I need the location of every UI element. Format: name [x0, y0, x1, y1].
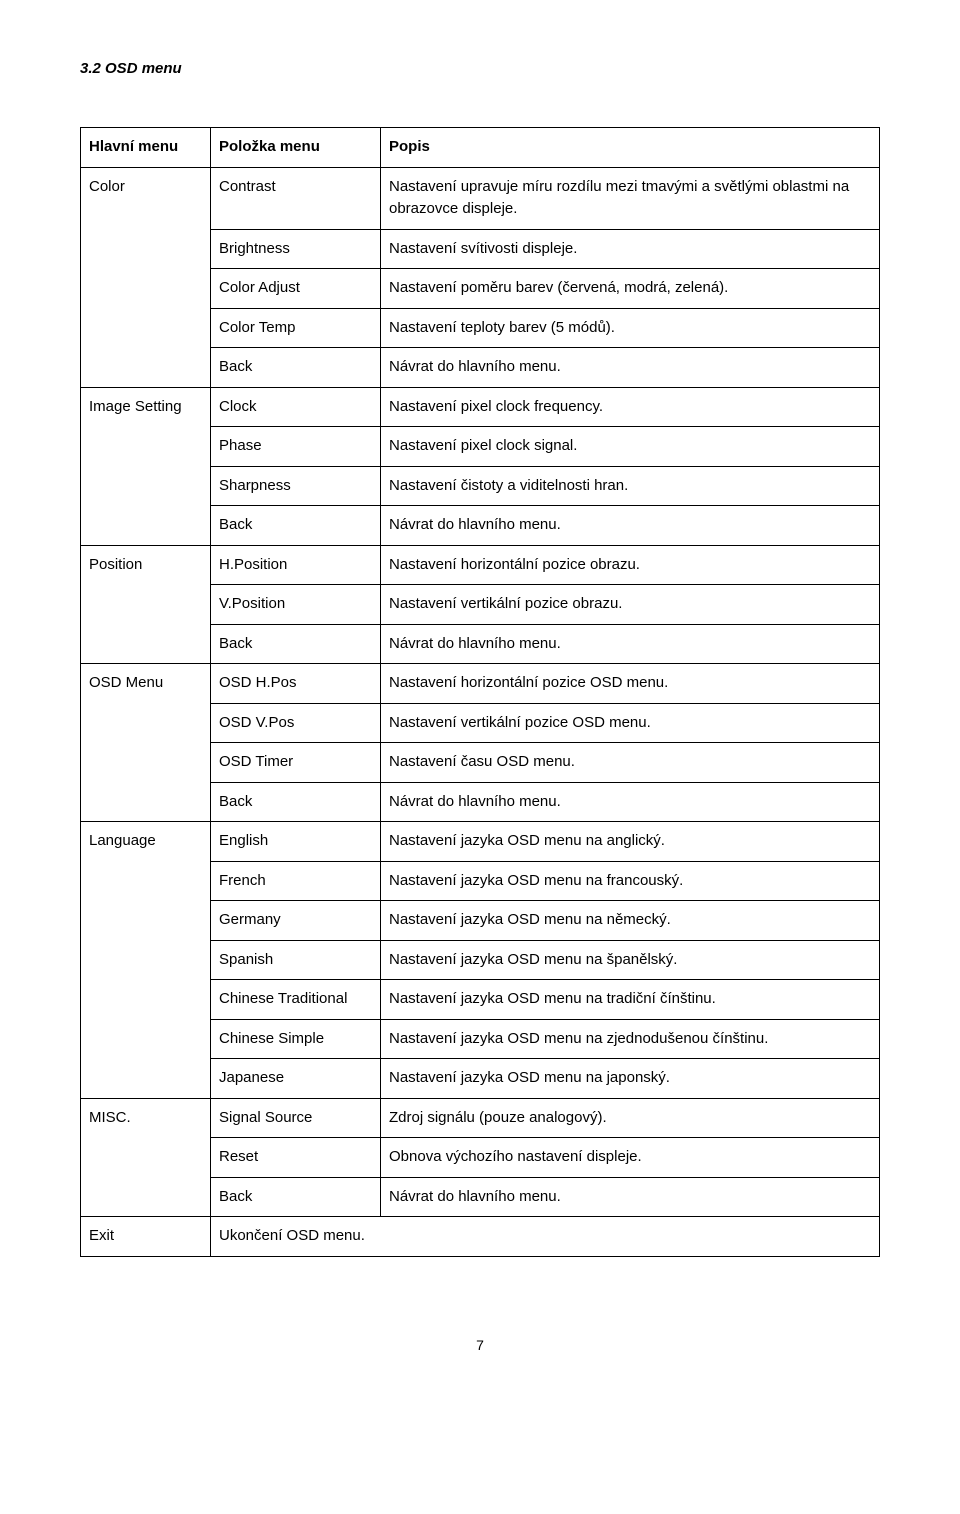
item-cell: Reset [211, 1138, 381, 1178]
table-row: LanguageEnglishNastavení jazyka OSD menu… [81, 822, 880, 862]
desc-cell: Návrat do hlavního menu. [381, 782, 880, 822]
main-menu-cell: MISC. [81, 1098, 211, 1217]
main-menu-cell: OSD Menu [81, 664, 211, 822]
main-menu-cell: Image Setting [81, 387, 211, 545]
desc-cell: Nastavení jazyka OSD menu na španělský. [381, 940, 880, 980]
desc-cell: Návrat do hlavního menu. [381, 624, 880, 664]
item-cell: Chinese Simple [211, 1019, 381, 1059]
desc-cell: Nastavení poměru barev (červená, modrá, … [381, 269, 880, 309]
item-cell: Brightness [211, 229, 381, 269]
header-item: Položka menu [211, 128, 381, 168]
table-header-row: Hlavní menu Položka menu Popis [81, 128, 880, 168]
desc-cell: Nastavení vertikální pozice obrazu. [381, 585, 880, 625]
item-cell: OSD H.Pos [211, 664, 381, 704]
desc-cell: Návrat do hlavního menu. [381, 348, 880, 388]
main-menu-cell: Color [81, 167, 211, 387]
item-cell: Color Temp [211, 308, 381, 348]
desc-cell: Nastavení svítivosti displeje. [381, 229, 880, 269]
item-cell: Germany [211, 901, 381, 941]
item-cell: English [211, 822, 381, 862]
item-cell: Signal Source [211, 1098, 381, 1138]
item-cell: Back [211, 624, 381, 664]
item-cell: OSD V.Pos [211, 703, 381, 743]
desc-cell: Nastavení čistoty a viditelnosti hran. [381, 466, 880, 506]
item-cell: Contrast [211, 167, 381, 229]
main-menu-cell: Position [81, 545, 211, 664]
desc-cell: Nastavení horizontální pozice obrazu. [381, 545, 880, 585]
item-cell: OSD Timer [211, 743, 381, 783]
table-row: PositionH.PositionNastavení horizontální… [81, 545, 880, 585]
item-cell: V.Position [211, 585, 381, 625]
main-menu-cell: Exit [81, 1217, 211, 1257]
desc-cell: Nastavení pixel clock frequency. [381, 387, 880, 427]
item-cell: French [211, 861, 381, 901]
item-cell: Japanese [211, 1059, 381, 1099]
osd-menu-table: Hlavní menu Položka menu Popis ColorCont… [80, 127, 880, 1257]
item-desc-merged-cell: Ukončení OSD menu. [211, 1217, 880, 1257]
desc-cell: Návrat do hlavního menu. [381, 1177, 880, 1217]
desc-cell: Návrat do hlavního menu. [381, 506, 880, 546]
desc-cell: Nastavení jazyka OSD menu na německý. [381, 901, 880, 941]
header-main-menu: Hlavní menu [81, 128, 211, 168]
item-cell: Back [211, 348, 381, 388]
desc-cell: Nastavení vertikální pozice OSD menu. [381, 703, 880, 743]
item-cell: Spanish [211, 940, 381, 980]
desc-cell: Nastavení jazyka OSD menu na anglický. [381, 822, 880, 862]
table-row: Image SettingClockNastavení pixel clock … [81, 387, 880, 427]
desc-cell: Nastavení upravuje míru rozdílu mezi tma… [381, 167, 880, 229]
item-cell: Color Adjust [211, 269, 381, 309]
table-row: ColorContrastNastavení upravuje míru roz… [81, 167, 880, 229]
desc-cell: Nastavení jazyka OSD menu na zjednodušen… [381, 1019, 880, 1059]
desc-cell: Obnova výchozího nastavení displeje. [381, 1138, 880, 1178]
table-row: MISC.Signal SourceZdroj signálu (pouze a… [81, 1098, 880, 1138]
item-cell: Back [211, 506, 381, 546]
desc-cell: Nastavení jazyka OSD menu na francouský. [381, 861, 880, 901]
item-cell: Clock [211, 387, 381, 427]
desc-cell: Nastavení jazyka OSD menu na tradiční čí… [381, 980, 880, 1020]
table-row: OSD MenuOSD H.PosNastavení horizontální … [81, 664, 880, 704]
item-cell: H.Position [211, 545, 381, 585]
desc-cell: Nastavení teploty barev (5 módů). [381, 308, 880, 348]
desc-cell: Nastavení jazyka OSD menu na japonský. [381, 1059, 880, 1099]
page-number: 7 [80, 1337, 880, 1353]
item-cell: Phase [211, 427, 381, 467]
item-cell: Chinese Traditional [211, 980, 381, 1020]
header-desc: Popis [381, 128, 880, 168]
desc-cell: Zdroj signálu (pouze analogový). [381, 1098, 880, 1138]
table-row: ExitUkončení OSD menu. [81, 1217, 880, 1257]
desc-cell: Nastavení času OSD menu. [381, 743, 880, 783]
item-cell: Back [211, 1177, 381, 1217]
section-title: 3.2 OSD menu [80, 60, 880, 77]
desc-cell: Nastavení horizontální pozice OSD menu. [381, 664, 880, 704]
desc-cell: Nastavení pixel clock signal. [381, 427, 880, 467]
item-cell: Back [211, 782, 381, 822]
main-menu-cell: Language [81, 822, 211, 1099]
item-cell: Sharpness [211, 466, 381, 506]
